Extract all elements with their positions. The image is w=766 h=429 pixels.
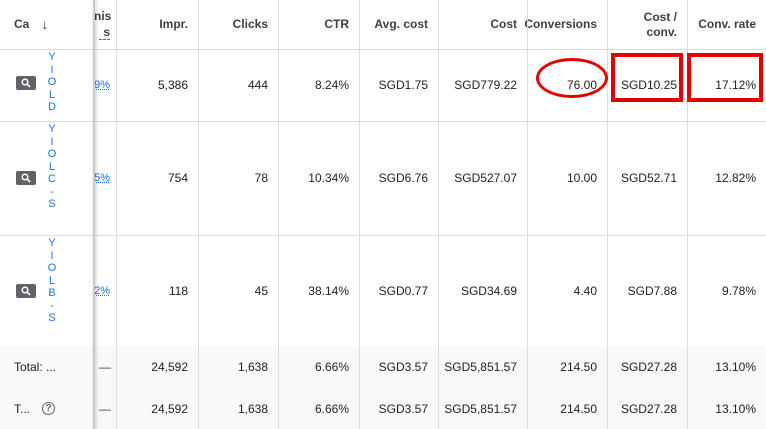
impressions-cell: 5,386 [157, 78, 188, 92]
search-terms-button[interactable] [16, 171, 36, 185]
column-divider [607, 0, 608, 429]
column-header-clicks[interactable]: Clicks [232, 17, 268, 31]
column-divider [359, 0, 360, 429]
totals-label-cell: T... ? [0, 388, 94, 429]
annotation-box-conv-rate [687, 53, 763, 102]
column-divider [527, 0, 528, 429]
ctr-cell: 8.24% [314, 78, 349, 92]
cost-cell: SGD527.07 [454, 171, 517, 185]
cost-conv-header-line1: Cost / [643, 9, 677, 24]
column-divider [438, 0, 439, 429]
truncated-total: — [99, 401, 111, 416]
conversions-cell: 4.40 [573, 283, 597, 298]
column-header-conversions[interactable]: Conversions [524, 17, 597, 31]
search-icon [21, 173, 31, 183]
annotation-ellipse-conversions [536, 58, 608, 98]
search-icon [21, 286, 31, 296]
table-header-row: Ca ↓ nis s Impr. Clicks CTR Avg. cost Co… [0, 0, 766, 50]
avg-cost-cell: SGD1.75 [378, 78, 428, 92]
truncated-value[interactable]: 2% [94, 235, 116, 346]
impressions-cell: 754 [167, 171, 188, 185]
ctr-total: 6.66% [314, 360, 349, 374]
campaign-name-link[interactable]: Y I O L C - S [47, 123, 57, 210]
avg-cost-cell: SGD0.77 [378, 283, 428, 298]
clicks-total: 1,638 [237, 360, 268, 374]
column-divider [687, 0, 688, 429]
column-header-conv-rate[interactable]: Conv. rate [698, 17, 756, 31]
help-icon[interactable]: ? [42, 402, 56, 415]
search-terms-button[interactable] [16, 284, 36, 298]
column-divider [116, 0, 117, 429]
conv-rate-cell: 12.82% [715, 171, 756, 185]
column-header-truncated[interactable]: nis s [94, 8, 111, 40]
cost-total: SGD5,851.57 [444, 401, 517, 416]
truncated-value[interactable]: 5% [94, 121, 116, 235]
ctr-cell: 10.34% [308, 171, 349, 185]
conv-rate-total: 13.10% [715, 401, 756, 416]
cost-per-conv-cell: SGD10.25 [620, 78, 677, 92]
column-header-campaign[interactable]: Ca ↓ [0, 0, 94, 49]
column-divider [198, 0, 199, 429]
conversions-cell: 10.00 [566, 171, 597, 185]
conversions-total: 214.50 [560, 360, 597, 374]
campaign-name-link[interactable]: Y I O L D [47, 51, 57, 113]
truncated-value[interactable]: 9% [94, 49, 116, 121]
totals-label[interactable]: T... [14, 401, 31, 416]
totals-label[interactable]: Total: ... [14, 360, 57, 374]
conv-rate-total: 13.10% [715, 360, 756, 374]
truncated-value-link[interactable]: 2% [94, 284, 110, 297]
campaign-name-link[interactable]: Y I O L B - S [47, 237, 57, 324]
clicks-cell: 444 [247, 78, 268, 92]
column-header-cost-per-conv[interactable]: Cost / conv. [607, 0, 687, 49]
ctr-cell: 38.14% [308, 283, 349, 298]
avg-cost-total: SGD3.57 [378, 401, 428, 416]
truncated-value-link[interactable]: 5% [94, 172, 110, 184]
truncated-total: — [99, 360, 111, 374]
sort-descending-icon[interactable]: ↓ [41, 16, 49, 32]
ctr-total: 6.66% [314, 401, 349, 416]
cost-per-conv-cell: SGD7.88 [627, 283, 677, 298]
impressions-cell: 118 [168, 283, 188, 298]
clicks-cell: 45 [254, 283, 268, 298]
truncated-header-line2: s [99, 25, 110, 40]
conv-rate-cell: 17.12% [715, 78, 756, 92]
impressions-total: 24,592 [151, 401, 188, 416]
cost-total: SGD5,851.57 [444, 360, 517, 374]
search-icon [21, 78, 31, 88]
cost-conv-header-line2: conv. [646, 24, 677, 39]
cost-per-conv-total: SGD27.28 [620, 401, 677, 416]
cost-cell: SGD34.69 [460, 283, 517, 298]
column-header-avg-cost[interactable]: Avg. cost [374, 17, 428, 31]
conv-rate-cell: 9.78% [721, 283, 756, 298]
annotation-box-cost-per-conv [611, 53, 683, 102]
search-terms-button[interactable] [16, 76, 36, 90]
avg-cost-total: SGD3.57 [378, 360, 428, 374]
conversions-total: 214.50 [560, 401, 597, 416]
totals-row: Total: ... — 24,592 1,638 6.66% SGD3.57 … [0, 346, 766, 389]
avg-cost-cell: SGD6.76 [378, 171, 428, 185]
clicks-total: 1,638 [237, 401, 268, 416]
clicks-cell: 78 [254, 171, 268, 185]
frozen-column-divider [93, 0, 95, 429]
cost-per-conv-total: SGD27.28 [620, 360, 677, 374]
column-header-impressions[interactable]: Impr. [159, 17, 188, 31]
campaign-header-label: Ca [14, 17, 30, 31]
truncated-value-link[interactable]: 9% [94, 79, 110, 91]
table-row: Y I O L C - S 5% 754 78 10.34% SGD6.76 S… [0, 121, 766, 236]
column-header-cost[interactable]: Cost [490, 17, 517, 31]
cost-cell: SGD779.22 [454, 78, 517, 92]
totals-row: T... ? — 24,592 1,638 6.66% SGD3.57 SGD5… [0, 388, 766, 429]
column-divider [278, 0, 279, 429]
impressions-total: 24,592 [151, 360, 188, 374]
table-row: Y I O L B - S 2% 118 45 38.14% SGD0.77 S… [0, 235, 766, 347]
cost-per-conv-cell: SGD52.71 [620, 171, 677, 185]
column-header-ctr[interactable]: CTR [324, 17, 349, 31]
truncated-header-line1: nis [94, 9, 112, 23]
